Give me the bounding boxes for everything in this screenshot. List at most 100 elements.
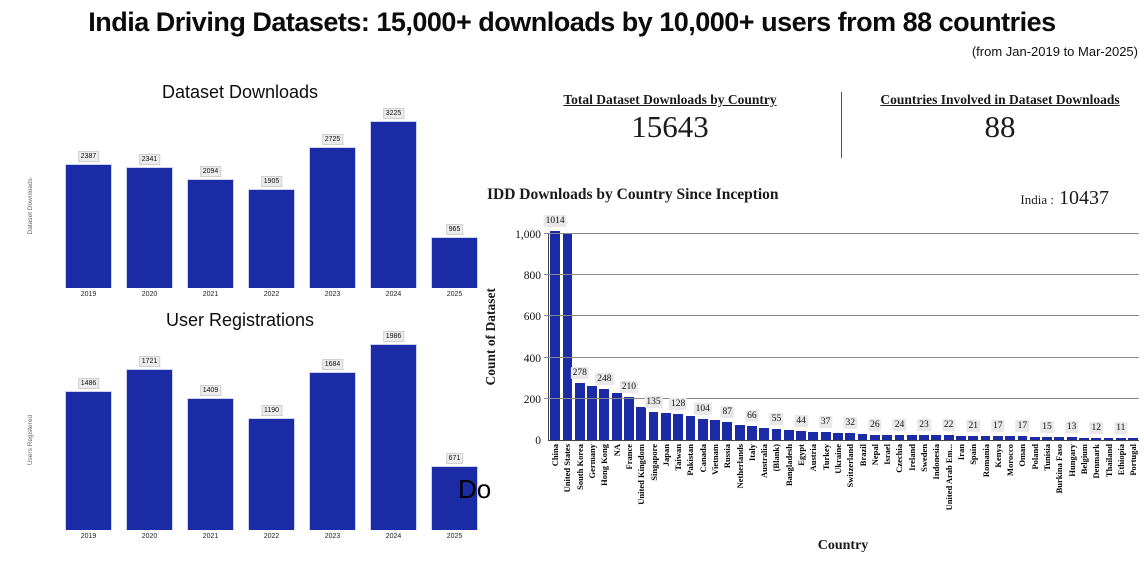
bar [1029,437,1040,440]
x-tick-label: Italy [746,444,757,461]
bar-slot-(Blank): 55 (Blank) [769,234,784,471]
bar [894,435,905,440]
bar [1054,437,1065,440]
bar [187,179,234,288]
bar-slot-Poland: Poland [1029,234,1041,470]
bar-slot-2025: 965 2025 [424,118,485,298]
x-tick-label: 2022 [263,533,280,540]
bar-value-label: 37 [818,416,833,428]
bar-slot-Oman: 17 Oman [1015,234,1030,467]
bar-slot-2021: 2094 2021 [180,118,241,298]
bar [309,372,356,530]
x-tick-label: 2021 [202,533,219,540]
y-tick-label: 0 [535,435,541,447]
gridline [544,398,1139,399]
stray-overlay-text: Do [458,474,492,504]
bar-value-label: 1486 [77,378,100,389]
stat-value: 15643 [631,109,709,144]
bar-slot-Netherlands: Netherlands [733,234,745,488]
x-tick-label: Kenya [992,444,1003,468]
bar-slot-Iran: Iran [955,234,967,460]
bar-slot-Sweden: 23 Sweden [917,234,931,472]
bar-slot-China: 1014 China [543,215,567,466]
bar-slot-2024: 1986 2024 [363,331,424,540]
bar-slot-Belgium: Belgium [1078,234,1090,474]
bar-value-label: 66 [745,410,759,422]
bar-value-label: 32 [843,417,858,429]
bar-slot-2021: 1409 2021 [180,345,241,540]
bar [1066,437,1077,440]
bar-slot-Burkina Faso: Burkina Faso [1053,234,1065,493]
bar-slot-Ukraine: Ukraine [832,234,844,474]
y-axis-label: Users Registered [27,414,34,466]
x-tick-label: Australia [758,444,769,478]
bar-slot-Hong Kong: 248 Hong Kong [595,234,614,486]
bar [126,167,173,288]
bar-slot-2019: 2387 2019 [58,118,119,298]
x-tick-label: Iran [955,444,966,461]
x-tick-label: Sweden [918,444,929,472]
bar-value-label: 248 [595,373,614,385]
bar-value-label: 210 [619,381,639,393]
plot-area: 1486 2019 1721 2020 1409 2021 1190 2022 1684 2023… [58,331,485,540]
bar-slot-Taiwan: 128 Taiwan [668,234,688,471]
gridline [544,274,1139,275]
bar-slot-Czechia: 24 Czechia [892,234,907,473]
bar [820,432,831,440]
bar [636,407,647,440]
x-tick-label: South Korea [574,444,585,490]
x-tick-label: 2025 [446,291,463,298]
bar [65,164,112,288]
y-tick-label: 800 [523,270,541,282]
bar [248,189,295,288]
x-tick-label: France [623,444,634,470]
bar [943,435,954,440]
bar [648,412,659,440]
bar-value-label: 278 [570,367,589,379]
x-tick-label: 2023 [324,533,341,540]
bar [1079,438,1089,440]
bar [673,414,684,440]
bar-value-label: 3225 [382,108,405,119]
bar-slot-Denmark: 12 Denmark [1089,234,1103,478]
bar-slot-United Kingdom: United Kingdom [635,234,647,505]
x-tick-label: 2024 [385,291,402,298]
x-tick-label: Switzerland [845,444,856,488]
x-tick-label: Ireland [906,444,917,471]
bar [808,432,819,440]
bar-value-label: 24 [892,419,907,431]
x-tick-label: Israel [881,444,892,465]
bar [587,386,597,440]
bar [992,436,1003,440]
x-tick-label: China [549,444,560,467]
chart-title: Dataset Downloads [161,82,319,102]
x-tick-label: Brazil [857,444,868,467]
bar [1005,436,1016,440]
x-tick-label: Portugal [1127,444,1138,476]
bar-value-label: 22 [941,419,956,431]
bar-value-label: 1409 [199,385,222,396]
bar-value-label: 128 [668,398,688,410]
x-tick-label: Oman [1017,444,1028,467]
bar [710,420,720,440]
x-tick-label: Romania [980,444,991,478]
x-tick-label: (Blank) [771,444,782,472]
bar-slot-2023: 1684 2023 [302,345,363,540]
bar-slot-Thailand: Thailand [1102,234,1114,477]
x-tick-label: Belgium [1078,444,1089,475]
bar-slot-Germany: Germany [586,234,598,478]
page-title: India Driving Datasets: 15,000+ download… [88,7,1056,37]
bar-value-label: 2341 [138,154,161,165]
bar-slot-2022: 1905 2022 [241,118,302,298]
bar [370,121,417,288]
x-tick-label: 2019 [80,533,97,540]
bar-slot-France: 210 France [619,234,639,470]
bar-value-label: 2725 [321,134,344,145]
bar [697,419,708,440]
y-tick-label: 200 [523,394,541,406]
x-tick-label: Ukraine [832,444,843,474]
bar-value-label: 671 [445,453,464,464]
bar-value-label: 23 [917,419,931,431]
bar-slot-Bangladesh: Bangladesh [783,234,795,486]
x-tick-label: 2021 [202,291,219,298]
